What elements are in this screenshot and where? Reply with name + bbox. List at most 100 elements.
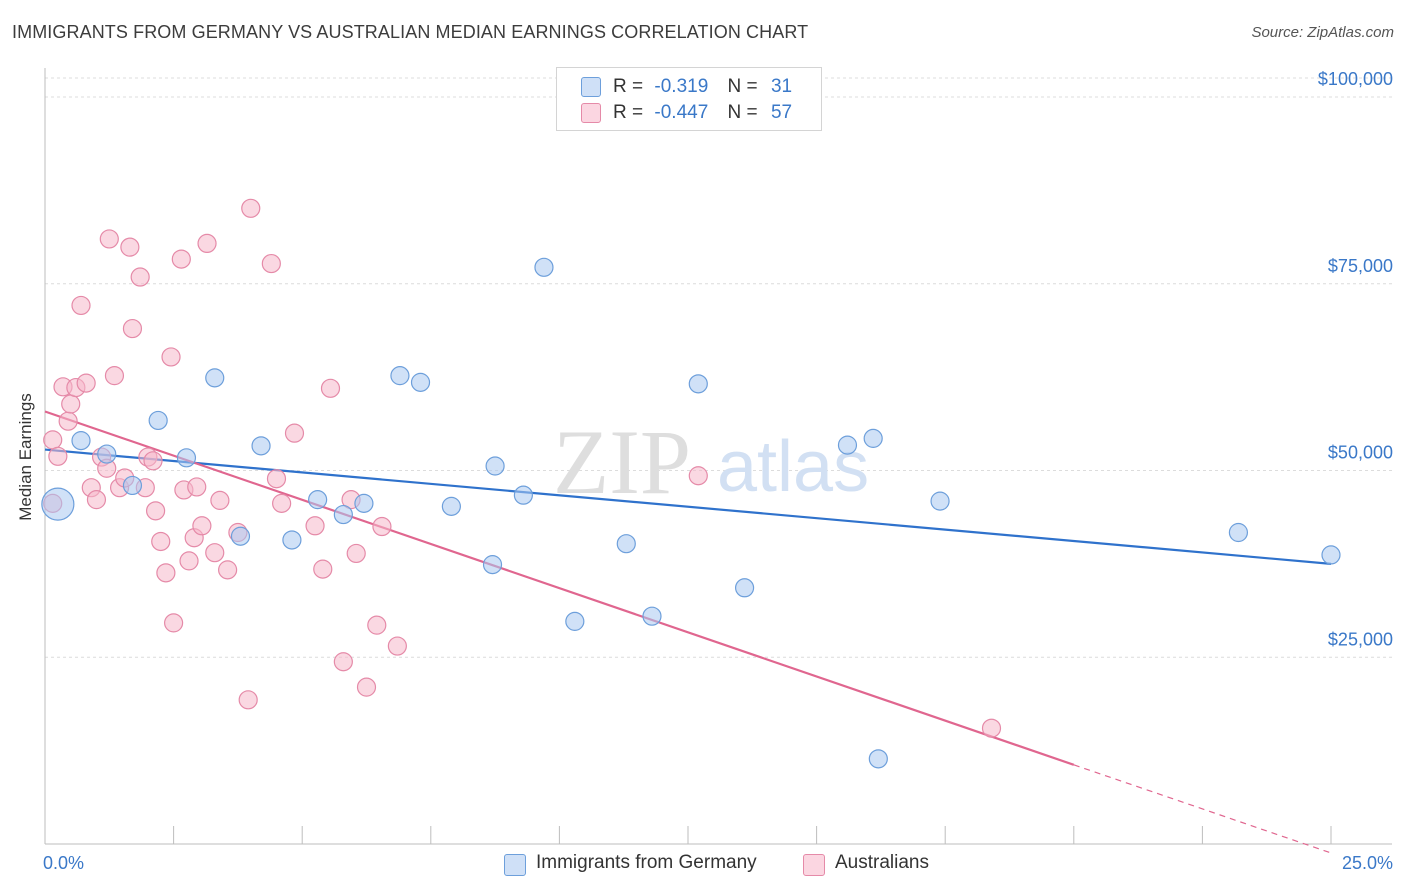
data-point-australians bbox=[205, 543, 225, 563]
trend-line-germany bbox=[44, 448, 1332, 565]
data-point-australians bbox=[346, 543, 366, 564]
data-point-germany bbox=[513, 485, 533, 505]
data-point-australians bbox=[320, 378, 341, 398]
legend-r-value: -0.319 bbox=[654, 76, 709, 97]
data-point-australians bbox=[71, 295, 91, 316]
data-point-germany bbox=[205, 368, 225, 388]
data-point-germany bbox=[1321, 545, 1341, 565]
data-point-australians bbox=[305, 516, 325, 536]
legend-n-label: N = bbox=[727, 102, 758, 123]
data-point-germany bbox=[97, 444, 117, 464]
data-point-australians bbox=[99, 229, 119, 249]
data-point-australians bbox=[261, 253, 281, 274]
data-point-australians bbox=[218, 560, 238, 580]
watermark: ZIP atlas bbox=[553, 411, 869, 513]
data-point-australians bbox=[284, 423, 305, 443]
data-point-australians bbox=[367, 615, 387, 635]
data-point-australians bbox=[187, 477, 207, 497]
bottom-legend-swatch-australians bbox=[803, 854, 825, 876]
data-point-australians bbox=[356, 677, 377, 697]
data-point-germany bbox=[482, 555, 503, 575]
y-tick-label: $100,000 bbox=[1318, 69, 1393, 89]
data-point-germany bbox=[333, 504, 353, 525]
data-point-australians bbox=[238, 690, 258, 710]
legend-n-value: 31 bbox=[770, 76, 793, 97]
data-point-germany bbox=[868, 749, 888, 769]
data-point-australians bbox=[372, 516, 392, 537]
data-point-australians bbox=[61, 394, 81, 414]
data-point-australians bbox=[333, 652, 353, 672]
data-point-australians bbox=[120, 237, 140, 257]
axis-layer: $25,000 $50,000 $75,000 $100,000 0.0% 25.0% bbox=[43, 68, 1393, 873]
data-point-germany bbox=[734, 578, 755, 598]
legend-r-value: -0.447 bbox=[654, 102, 709, 123]
data-point-australians bbox=[145, 501, 166, 521]
data-point-australians bbox=[76, 373, 96, 393]
trend-line-australians bbox=[44, 410, 1075, 766]
data-point-australians bbox=[313, 559, 333, 579]
data-point-germany bbox=[390, 366, 410, 386]
data-point-germany bbox=[308, 490, 328, 510]
legend-swatch-australians bbox=[581, 103, 601, 123]
data-point-australians bbox=[171, 249, 191, 269]
data-point-germany bbox=[565, 611, 585, 631]
data-point-germany bbox=[616, 534, 636, 554]
data-point-germany bbox=[863, 428, 883, 448]
chart-source: Source: ZipAtlas.com bbox=[1251, 24, 1394, 41]
data-point-australians bbox=[241, 198, 261, 218]
y-tick-label: $50,000 bbox=[1328, 443, 1393, 463]
bottom-legend-label-australians: Australians bbox=[835, 852, 929, 873]
data-point-australians bbox=[197, 233, 217, 254]
data-point-australians bbox=[151, 531, 171, 552]
data-point-germany bbox=[534, 257, 554, 277]
legend-stats-germany: R = -0.319 N = 31 bbox=[613, 76, 792, 98]
x-tick-label: 0.0% bbox=[43, 853, 84, 873]
data-point-germany bbox=[485, 456, 505, 476]
legend-n-value: 57 bbox=[770, 102, 793, 123]
data-point-germany bbox=[176, 448, 197, 468]
correlation-legend: R = -0.319 N = 31 R = -0.447 N = 57 bbox=[556, 67, 822, 131]
legend-n-label: N = bbox=[727, 76, 758, 97]
bottom-legend-label-germany: Immigrants from Germany bbox=[536, 852, 757, 873]
data-point-australians bbox=[210, 490, 230, 510]
legend-r-label: R = bbox=[613, 102, 644, 123]
data-point-australians bbox=[48, 446, 68, 466]
grid-layer bbox=[45, 77, 1392, 658]
legend-swatch-germany bbox=[581, 77, 601, 97]
trend-line-australians-extension bbox=[1073, 764, 1332, 854]
data-point-germany bbox=[930, 491, 950, 511]
data-point-germany bbox=[1228, 522, 1249, 543]
data-point-germany bbox=[441, 496, 461, 516]
data-point-australians bbox=[266, 469, 287, 489]
data-point-germany bbox=[837, 435, 858, 455]
x-tick-label: 25.0% bbox=[1342, 853, 1393, 873]
trend-layer bbox=[44, 410, 1332, 854]
data-point-australians bbox=[104, 366, 125, 386]
data-point-germany bbox=[642, 606, 662, 626]
watermark-zip: ZIP bbox=[553, 411, 691, 513]
chart-title: IMMIGRANTS FROM GERMANY VS AUSTRALIAN ME… bbox=[12, 22, 809, 42]
data-point-australians bbox=[164, 613, 184, 633]
legend-stats-australians: R = -0.447 N = 57 bbox=[613, 102, 792, 124]
data-point-germany bbox=[354, 493, 374, 513]
data-point-australians bbox=[179, 551, 199, 571]
points-layer bbox=[41, 198, 1341, 769]
legend-r-label: R = bbox=[613, 76, 644, 97]
data-point-australians bbox=[43, 430, 63, 450]
data-point-germany bbox=[688, 374, 708, 394]
data-point-australians bbox=[272, 493, 292, 513]
data-point-germany bbox=[410, 372, 431, 392]
y-axis-title: Median Earnings bbox=[16, 393, 35, 521]
data-point-australians bbox=[192, 516, 212, 536]
data-point-australians bbox=[86, 490, 107, 510]
data-point-australians bbox=[688, 466, 708, 486]
data-point-australians bbox=[156, 563, 176, 583]
data-point-germany bbox=[122, 475, 143, 496]
data-point-australians bbox=[122, 318, 143, 339]
data-point-germany bbox=[230, 526, 251, 546]
data-point-germany bbox=[251, 436, 271, 456]
data-point-germany bbox=[282, 530, 302, 550]
data-point-germany bbox=[148, 410, 168, 431]
data-point-australians bbox=[387, 636, 407, 656]
